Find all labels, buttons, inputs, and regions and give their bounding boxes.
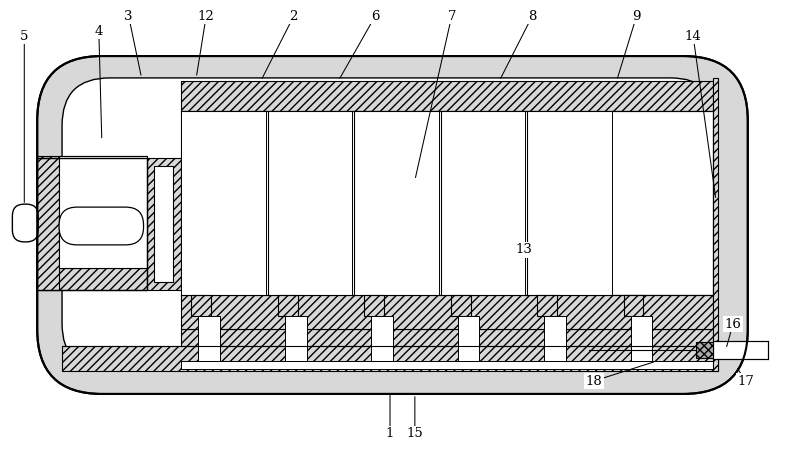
Text: 7: 7 <box>447 10 456 23</box>
Bar <box>277 295 298 316</box>
Bar <box>37 157 146 178</box>
Text: 17: 17 <box>737 374 755 387</box>
Bar <box>544 316 566 361</box>
Text: 6: 6 <box>371 10 380 23</box>
Text: 9: 9 <box>632 10 641 23</box>
Text: 16: 16 <box>725 318 741 331</box>
FancyBboxPatch shape <box>13 204 39 242</box>
Bar <box>182 361 713 369</box>
Text: 5: 5 <box>20 30 28 43</box>
Bar <box>198 316 220 361</box>
Bar <box>450 295 471 316</box>
Bar <box>182 329 713 369</box>
Bar <box>364 295 384 316</box>
Bar <box>182 111 713 295</box>
FancyBboxPatch shape <box>59 207 144 245</box>
Text: 2: 2 <box>289 10 298 23</box>
Bar <box>537 295 557 316</box>
Bar <box>630 316 652 361</box>
Bar <box>696 342 713 358</box>
Bar <box>191 295 211 316</box>
Bar <box>713 341 768 359</box>
Bar <box>268 111 352 295</box>
Text: 12: 12 <box>198 10 215 23</box>
FancyBboxPatch shape <box>62 78 718 371</box>
Bar <box>37 158 59 290</box>
Bar <box>59 157 146 268</box>
Bar <box>441 111 525 295</box>
Bar <box>623 295 644 316</box>
Text: 3: 3 <box>124 10 133 23</box>
Text: 1: 1 <box>386 427 395 440</box>
Bar <box>37 158 146 290</box>
Bar <box>182 295 713 329</box>
Bar <box>146 158 182 290</box>
Bar <box>285 316 307 361</box>
Bar <box>62 346 718 371</box>
Text: 8: 8 <box>528 10 536 23</box>
Bar <box>371 316 393 361</box>
Text: 4: 4 <box>94 25 103 38</box>
Text: 13: 13 <box>516 243 533 256</box>
Bar <box>354 111 439 295</box>
Bar <box>527 111 612 295</box>
FancyBboxPatch shape <box>37 56 747 394</box>
Bar <box>182 111 266 295</box>
Text: 18: 18 <box>586 374 602 387</box>
Bar <box>713 78 718 371</box>
Bar <box>457 316 479 361</box>
Bar <box>37 268 146 290</box>
Bar <box>182 81 713 111</box>
Text: 14: 14 <box>685 30 702 43</box>
Bar <box>155 166 174 282</box>
Text: 15: 15 <box>406 427 423 440</box>
